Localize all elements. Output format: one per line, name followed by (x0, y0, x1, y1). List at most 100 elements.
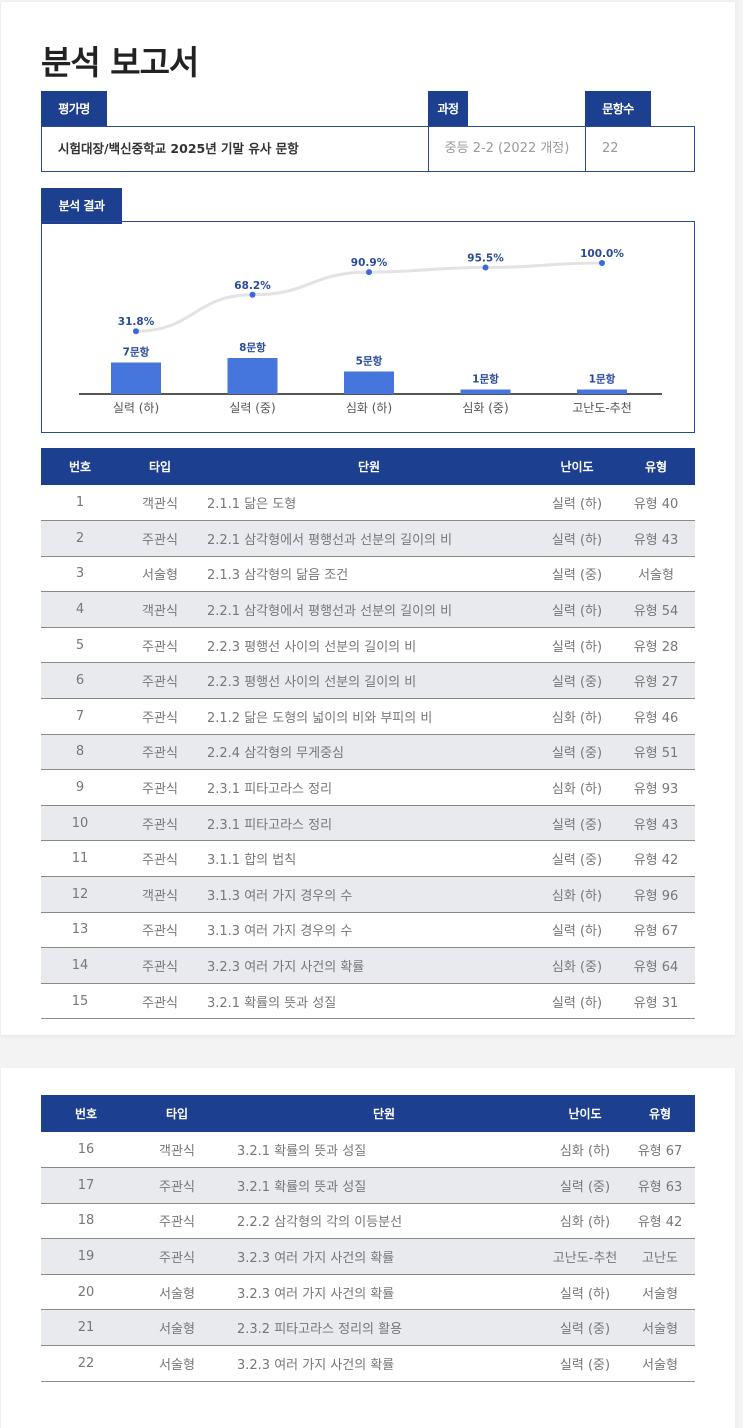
table-row: 15 주관식 3.2.1 확률의 뜻과 성질 실력 (하) 유형 31 (41, 983, 695, 1020)
table-row: 6 주관식 2.2.3 평행선 사이의 선분의 길이의 비 실력 (중) 유형 27 (41, 662, 695, 700)
line-point (599, 260, 605, 266)
table-row: 7 주관식 2.1.2 닮은 도형의 넓이의 비와 부피의 비 심화 (하) 유형 46 (41, 698, 695, 735)
cell-type: 주관식 (119, 520, 201, 557)
cell-unit: 3.2.1 확률의 뜻과 성질 (223, 1132, 545, 1169)
cell-type: 주관식 (119, 662, 201, 700)
cell-unit: 3.2.1 확률의 뜻과 성질 (223, 1167, 545, 1204)
table-row: 1 객관식 2.1.1 닮은 도형 실력 (하) 유형 40 (41, 485, 695, 522)
line-point (133, 328, 139, 335)
cell-number: 3 (41, 556, 119, 593)
line-label: 90.9% (351, 257, 388, 269)
cell-number: 21 (41, 1309, 131, 1347)
header-category: 유형 (617, 448, 695, 485)
cell-type: 주관식 (119, 947, 201, 984)
cell-number: 19 (41, 1238, 131, 1275)
line-label: 95.5% (467, 253, 504, 265)
cell-unit: 2.2.4 삼각형의 무게중심 (201, 734, 537, 771)
cell-type: 서술형 (119, 556, 201, 593)
cell-difficulty: 실력 (중) (537, 662, 617, 700)
cell-type: 객관식 (119, 876, 201, 913)
cell-unit: 2.2.1 삼각형에서 평행선과 선분의 길이의 비 (201, 520, 537, 557)
cell-number: 7 (41, 698, 119, 735)
bar (577, 389, 627, 394)
cell-difficulty: 실력 (중) (537, 805, 617, 842)
table-row: 20 서술형 3.2.3 여러 가지 사건의 확률 실력 (하) 서술형 (41, 1274, 695, 1311)
cell-unit: 2.2.2 삼각형의 각의 이등분선 (223, 1203, 545, 1240)
cell-difficulty: 실력 (하) (537, 520, 617, 557)
cell-category: 유형 31 (617, 983, 695, 1020)
cell-category: 유형 96 (617, 876, 695, 913)
cell-unit: 3.1.1 합의 법칙 (201, 840, 537, 878)
line-point (366, 269, 372, 276)
cell-category: 유형 28 (617, 627, 695, 664)
cell-category: 유형 43 (617, 520, 695, 557)
table-row: 5 주관식 2.2.3 평행선 사이의 선분의 길이의 비 실력 (하) 유형 28 (41, 627, 695, 664)
cell-difficulty: 실력 (중) (537, 840, 617, 878)
cell-category: 유형 64 (617, 947, 695, 984)
bar-label: 7문항 (123, 346, 150, 359)
cell-category: 유형 27 (617, 662, 695, 700)
cell-type: 서술형 (131, 1274, 223, 1311)
cell-number: 17 (41, 1167, 131, 1204)
cell-unit: 2.3.2 피타고라스 정리의 활용 (223, 1309, 545, 1347)
info-box: 시험대장/백신중학교 2025년 기말 유사 문항 중등 2-2 (2022 개… (41, 126, 695, 172)
cell-number: 16 (41, 1132, 131, 1169)
cell-unit: 3.2.3 여러 가지 사건의 확률 (223, 1238, 545, 1275)
table-row: 4 객관식 2.2.1 삼각형에서 평행선과 선분의 길이의 비 실력 (하) 유형 5… (41, 591, 695, 628)
line-label: 31.8% (118, 316, 155, 328)
cell-unit: 3.1.3 여러 가지 경우의 수 (201, 876, 537, 913)
category-label: 고난도-추천 (572, 400, 632, 415)
header-difficulty: 난이도 (545, 1095, 625, 1132)
table-row: 22 서술형 3.2.3 여러 가지 사건의 확률 실력 (중) 서술형 (41, 1345, 695, 1382)
course-value: 중등 2-2 (2022 개정) (428, 127, 585, 171)
cell-unit: 3.2.3 여러 가지 사건의 확률 (223, 1274, 545, 1311)
line-label: 100.0% (580, 248, 624, 260)
question-table-2: 번호 타입 단원 난이도 유형 16 객관식 3.2.1 확률의 뜻과 성질 심화 (… (41, 1095, 695, 1382)
cell-type: 주관식 (119, 805, 201, 842)
table-row: 13 주관식 3.1.3 여러 가지 경우의 수 실력 (하) 유형 67 (41, 912, 695, 949)
cell-category: 유형 42 (617, 840, 695, 878)
category-label: 실력 (중) (229, 401, 275, 415)
cell-type: 객관식 (119, 485, 201, 522)
report-card-page-2: 번호 타입 단원 난이도 유형 16 객관식 3.2.1 확률의 뜻과 성질 심화 (… (1, 1068, 735, 1428)
bar (227, 358, 278, 394)
table-row: 18 주관식 2.2.2 삼각형의 각의 이등분선 심화 (하) 유형 42 (41, 1203, 695, 1240)
header-type: 타입 (131, 1095, 223, 1132)
cell-category: 유형 46 (617, 698, 695, 735)
report-card-page-1: 분석 보고서 평가명 과정 문항수 시험대장/백신중학교 2025년 기말 유사… (1, 2, 735, 1035)
cell-difficulty: 실력 (하) (537, 485, 617, 522)
cell-type: 서술형 (131, 1345, 223, 1382)
cell-number: 2 (41, 520, 119, 557)
category-label: 심화 (중) (462, 401, 508, 415)
table-row: 2 주관식 2.2.1 삼각형에서 평행선과 선분의 길이의 비 실력 (하) 유형 4… (41, 520, 695, 557)
cell-type: 주관식 (119, 983, 201, 1020)
name-label: 평가명 (41, 91, 107, 127)
cell-type: 주관식 (131, 1167, 223, 1204)
header-number: 번호 (41, 1095, 131, 1132)
line-label: 68.2% (234, 280, 271, 292)
cell-difficulty: 심화 (중) (537, 947, 617, 984)
cell-number: 13 (41, 912, 119, 949)
cell-unit: 2.1.2 닮은 도형의 넓이의 비와 부피의 비 (201, 698, 537, 735)
bar (460, 389, 511, 394)
cell-type: 객관식 (131, 1132, 223, 1169)
cell-difficulty: 심화 (하) (545, 1132, 625, 1169)
cell-difficulty: 실력 (중) (545, 1345, 625, 1382)
cell-number: 4 (41, 591, 119, 628)
cell-number: 20 (41, 1274, 131, 1311)
cell-difficulty: 실력 (하) (537, 983, 617, 1020)
cell-type: 주관식 (131, 1238, 223, 1275)
question-table-1: 번호 타입 단원 난이도 유형 1 객관식 2.1.1 닮은 도형 실력 (하) 유형 … (41, 448, 695, 1020)
cell-difficulty: 실력 (중) (545, 1167, 625, 1204)
cell-category: 유형 42 (625, 1203, 695, 1240)
table-row: 11 주관식 3.1.1 합의 법칙 실력 (중) 유형 42 (41, 840, 695, 878)
cell-category: 서술형 (625, 1274, 695, 1311)
cell-unit: 2.1.1 닮은 도형 (201, 485, 537, 522)
cell-difficulty: 실력 (하) (537, 591, 617, 628)
cell-category: 유형 54 (617, 591, 695, 628)
cell-difficulty: 실력 (중) (537, 734, 617, 771)
cell-number: 12 (41, 876, 119, 913)
cell-type: 주관식 (119, 912, 201, 949)
course-label: 과정 (428, 91, 468, 127)
cell-number: 15 (41, 983, 119, 1020)
